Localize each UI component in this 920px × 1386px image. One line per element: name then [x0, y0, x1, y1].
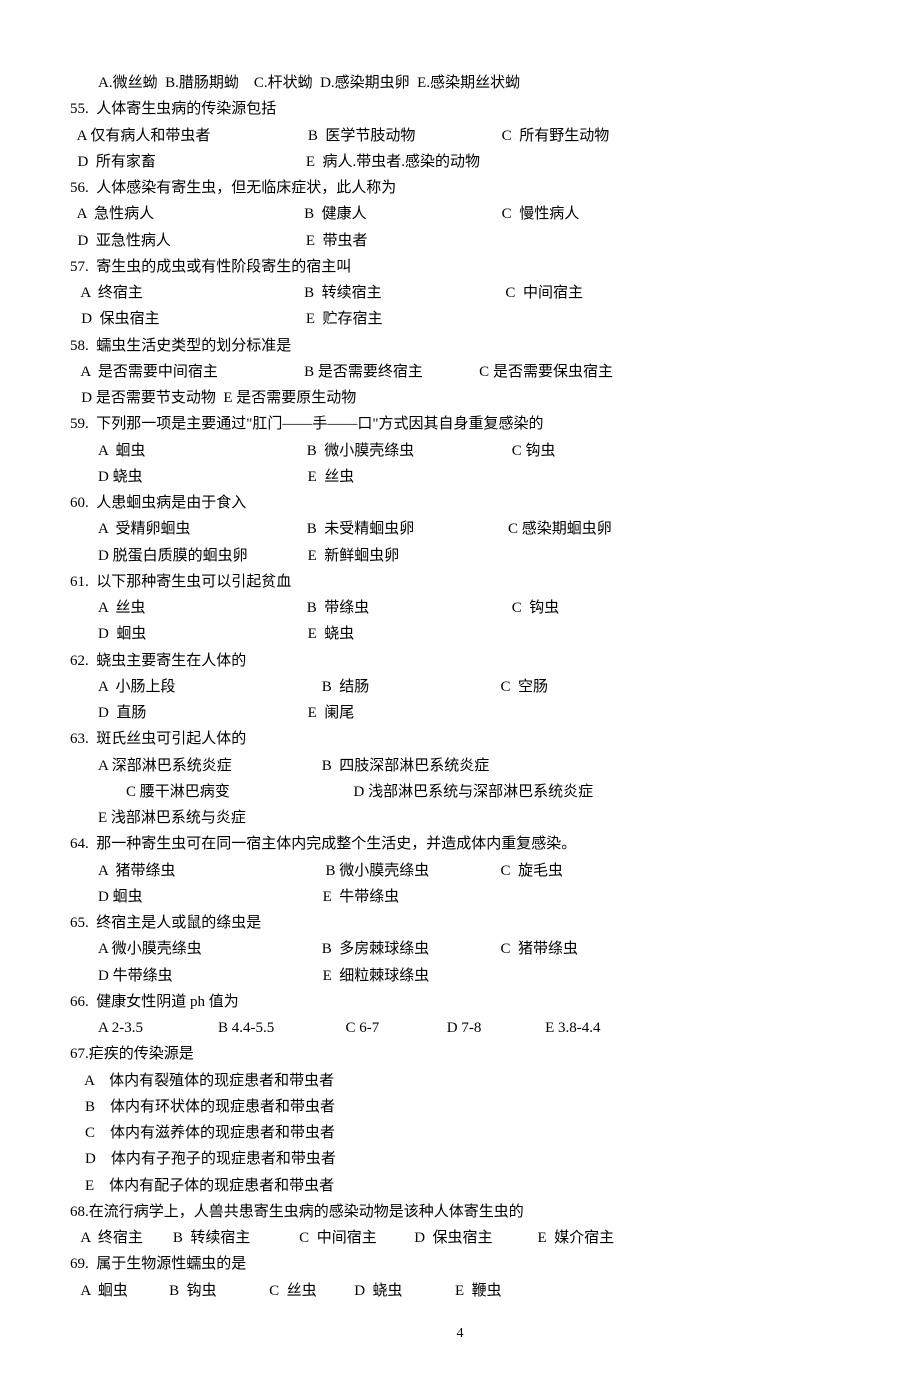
text-line: 69. 属于生物源性蠕虫的是	[70, 1251, 850, 1277]
text-line: A 受精卵蛔虫 B 未受精蛔虫卵 C 感染期蛔虫卵	[70, 516, 850, 542]
text-line: D 是否需要节支动物 E 是否需要原生动物	[70, 385, 850, 411]
text-line: 60. 人患蛔虫病是由于食入	[70, 490, 850, 516]
text-line: A 体内有裂殖体的现症患者和带虫者	[70, 1068, 850, 1094]
text-line: A 急性病人 B 健康人 C 慢性病人	[70, 201, 850, 227]
text-line: A 终宿主 B 转续宿主 C 中间宿主 D 保虫宿主 E 媒介宿主	[70, 1225, 850, 1251]
text-line: A 微小膜壳绦虫 B 多房棘球绦虫 C 猪带绦虫	[70, 936, 850, 962]
page-number: 4	[70, 1322, 850, 1347]
text-line: D 脱蛋白质膜的蛔虫卵 E 新鲜蛔虫卵	[70, 543, 850, 569]
text-line: 67.疟疾的传染源是	[70, 1041, 850, 1067]
text-line: 68.在流行病学上，人兽共患寄生虫病的感染动物是该种人体寄生虫的	[70, 1199, 850, 1225]
text-line: C 腰干淋巴病变 D 浅部淋巴系统与深部淋巴系统炎症	[70, 779, 850, 805]
text-line: D 蛔虫 E 牛带绦虫	[70, 884, 850, 910]
text-line: D 亚急性病人 E 带虫者	[70, 228, 850, 254]
text-line: A 终宿主 B 转续宿主 C 中间宿主	[70, 280, 850, 306]
text-line: 63. 斑氏丝虫可引起人体的	[70, 726, 850, 752]
text-line: E 体内有配子体的现症患者和带虫者	[70, 1173, 850, 1199]
text-line: A 蛔虫 B 微小膜壳绦虫 C 钩虫	[70, 438, 850, 464]
text-line: A 小肠上段 B 结肠 C 空肠	[70, 674, 850, 700]
text-line: A 深部淋巴系统炎症 B 四肢深部淋巴系统炎症	[70, 753, 850, 779]
text-line: 57. 寄生虫的成虫或有性阶段寄生的宿主叫	[70, 254, 850, 280]
text-line: A 2-3.5 B 4.4-5.5 C 6-7 D 7-8 E 3.8-4.4	[70, 1015, 850, 1041]
text-line: 66. 健康女性阴道 ph 值为	[70, 989, 850, 1015]
text-line: A 仅有病人和带虫者 B 医学节肢动物 C 所有野生动物	[70, 123, 850, 149]
text-line: A 猪带绦虫 B 微小膜壳绦虫 C 旋毛虫	[70, 858, 850, 884]
text-line: 62. 蛲虫主要寄生在人体的	[70, 648, 850, 674]
text-line: A 丝虫 B 带绦虫 C 钩虫	[70, 595, 850, 621]
document-body: A.微丝蚴 B.腊肠期蚴 C.杆状蚴 D.感染期虫卵 E.感染期丝状蚴55. 人…	[70, 70, 850, 1304]
text-line: A.微丝蚴 B.腊肠期蚴 C.杆状蚴 D.感染期虫卵 E.感染期丝状蚴	[70, 70, 850, 96]
text-line: 59. 下列那一项是主要通过"肛门——手——口"方式因其自身重复感染的	[70, 411, 850, 437]
text-line: D 直肠 E 阑尾	[70, 700, 850, 726]
text-line: D 体内有子孢子的现症患者和带虫者	[70, 1146, 850, 1172]
text-line: 64. 那一种寄生虫可在同一宿主体内完成整个生活史，并造成体内重复感染。	[70, 831, 850, 857]
text-line: 65. 终宿主是人或鼠的绦虫是	[70, 910, 850, 936]
text-line: E 浅部淋巴系统与炎症	[70, 805, 850, 831]
text-line: 58. 蠕虫生活史类型的划分标准是	[70, 333, 850, 359]
text-line: D 蛲虫 E 丝虫	[70, 464, 850, 490]
text-line: D 保虫宿主 E 贮存宿主	[70, 306, 850, 332]
text-line: 56. 人体感染有寄生虫，但无临床症状，此人称为	[70, 175, 850, 201]
text-line: A 是否需要中间宿主 B 是否需要终宿主 C 是否需要保虫宿主	[70, 359, 850, 385]
text-line: C 体内有滋养体的现症患者和带虫者	[70, 1120, 850, 1146]
text-line: D 蛔虫 E 蛲虫	[70, 621, 850, 647]
text-line: B 体内有环状体的现症患者和带虫者	[70, 1094, 850, 1120]
text-line: D 牛带绦虫 E 细粒棘球绦虫	[70, 963, 850, 989]
text-line: A 蛔虫 B 钩虫 C 丝虫 D 蛲虫 E 鞭虫	[70, 1278, 850, 1304]
text-line: D 所有家畜 E 病人.带虫者.感染的动物	[70, 149, 850, 175]
text-line: 61. 以下那种寄生虫可以引起贫血	[70, 569, 850, 595]
text-line: 55. 人体寄生虫病的传染源包括	[70, 96, 850, 122]
